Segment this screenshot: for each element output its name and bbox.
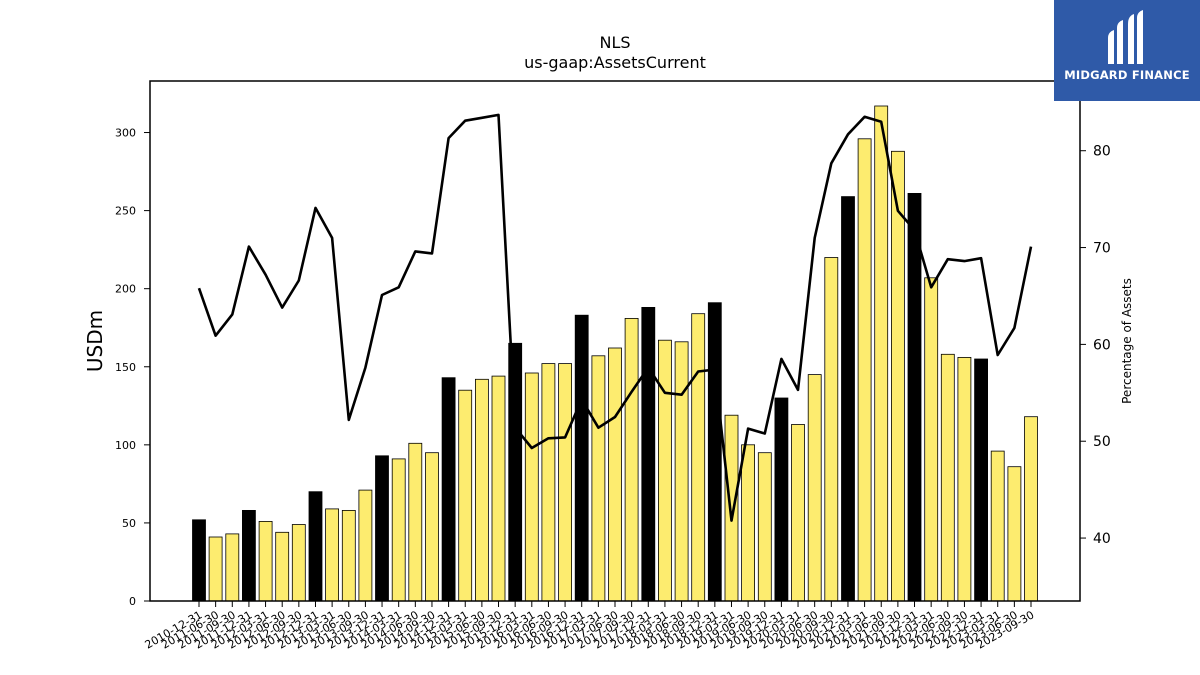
chart-title: NLS xyxy=(599,33,630,52)
bar xyxy=(591,355,606,602)
bar xyxy=(375,455,389,602)
bar xyxy=(241,509,256,602)
bar xyxy=(757,452,772,602)
bar xyxy=(558,363,572,602)
y2-tick-label: 60 xyxy=(1093,337,1111,353)
bar xyxy=(441,377,456,602)
bar xyxy=(774,397,789,602)
bar xyxy=(924,277,939,602)
bar xyxy=(874,105,889,602)
bar xyxy=(824,257,839,602)
bar xyxy=(574,314,589,602)
bar xyxy=(957,356,972,602)
bar xyxy=(524,372,539,602)
bar xyxy=(491,375,506,602)
bar xyxy=(474,378,489,602)
bar xyxy=(1024,416,1038,602)
y2-tick-label: 50 xyxy=(1093,434,1111,450)
bar xyxy=(358,489,373,602)
bar xyxy=(291,524,306,602)
bar xyxy=(508,342,523,602)
bar xyxy=(1007,466,1022,602)
bar xyxy=(208,536,223,602)
x-axis: 2010-12-312011-06-302011-09-302011-12-31… xyxy=(143,601,1037,652)
bar xyxy=(857,138,872,602)
y2-tick-label: 70 xyxy=(1093,241,1111,257)
bar xyxy=(308,491,323,602)
bar xyxy=(641,306,656,602)
bar xyxy=(891,150,905,602)
bar xyxy=(707,302,722,602)
bar xyxy=(807,374,822,602)
y2-tick-label: 80 xyxy=(1093,144,1111,160)
bar xyxy=(741,444,755,602)
y-axis-left: 0 50 100 150 200 250 300 xyxy=(115,127,150,608)
bar xyxy=(691,313,706,602)
bar xyxy=(990,450,1005,602)
bar xyxy=(391,458,406,602)
y2-axis-label: Percentage of Assets xyxy=(1120,278,1134,404)
bar xyxy=(458,389,473,602)
bar xyxy=(192,519,206,602)
bar xyxy=(791,424,805,602)
bar xyxy=(541,363,556,602)
bar xyxy=(940,353,955,602)
bar xyxy=(841,196,855,602)
bar xyxy=(425,452,439,602)
y-tick-label: 100 xyxy=(115,439,136,452)
line-series xyxy=(197,113,1033,522)
y2-tick-label: 40 xyxy=(1093,531,1111,547)
y-tick-label: 0 xyxy=(129,595,136,608)
bar xyxy=(408,442,423,602)
y-axis-right: 40 50 60 70 80 xyxy=(1080,144,1111,547)
y-tick-label: 300 xyxy=(115,127,136,140)
logo: MIDGARD FINANCE xyxy=(1054,0,1200,101)
bar xyxy=(624,317,639,602)
y-axis-label: USDm xyxy=(83,310,107,372)
bar xyxy=(907,192,922,602)
y-tick-label: 200 xyxy=(115,283,136,296)
y-tick-label: 50 xyxy=(122,517,136,530)
bar xyxy=(674,341,689,602)
bar xyxy=(608,347,622,602)
bar xyxy=(341,509,356,602)
bar xyxy=(258,521,273,602)
line-path xyxy=(197,113,1033,522)
y-tick-label: 150 xyxy=(115,361,136,374)
bar xyxy=(658,339,672,602)
logo-text: MIDGARD FINANCE xyxy=(1064,68,1190,82)
bar xyxy=(724,414,739,602)
bar xyxy=(275,531,290,602)
chart-subtitle: us-gaap:AssetsCurrent xyxy=(524,53,706,72)
bar xyxy=(225,533,240,602)
bar xyxy=(974,358,988,602)
bar xyxy=(325,508,340,602)
midgard-logo-icon xyxy=(1108,10,1143,64)
y-tick-label: 250 xyxy=(115,205,136,218)
bar-series xyxy=(192,105,1038,602)
